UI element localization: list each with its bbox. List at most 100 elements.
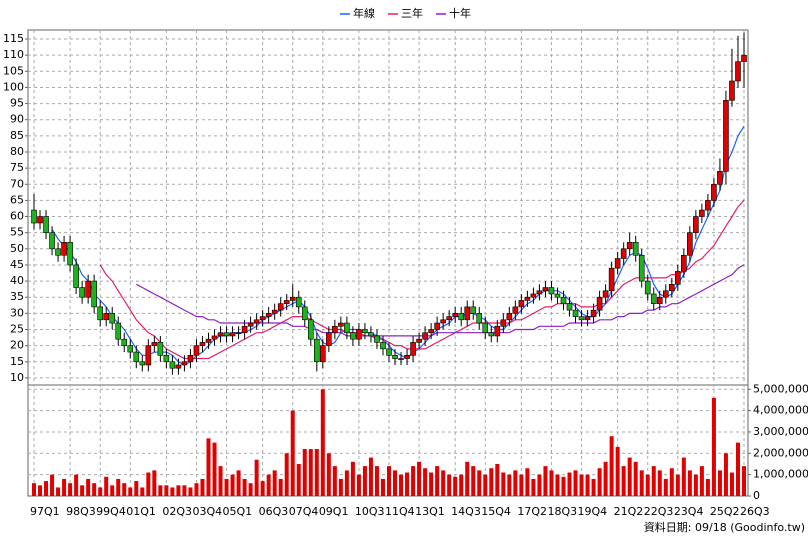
- volume-bar: [687, 470, 692, 496]
- candle-body: [229, 332, 236, 337]
- y-tick-label: 20: [10, 339, 24, 352]
- candle-body: [398, 358, 404, 360]
- volume-bar: [146, 472, 151, 496]
- candle-body: [67, 242, 73, 266]
- candle-body: [61, 242, 67, 256]
- volume-bar: [471, 466, 476, 496]
- x-tick-label: 17Q2: [517, 505, 547, 518]
- candle-body: [283, 300, 290, 304]
- x-tick-label: 25Q2: [710, 505, 740, 518]
- candle-body: [584, 316, 591, 321]
- candle-body: [675, 271, 681, 285]
- candle-body: [416, 338, 422, 343]
- y-tick-label: 90: [10, 113, 24, 126]
- volume-bar: [182, 485, 187, 496]
- volume-bar: [62, 478, 67, 496]
- volume-bar: [134, 481, 139, 496]
- candle-body: [656, 296, 663, 304]
- volume-bar: [92, 483, 97, 496]
- candle-body: [428, 329, 434, 334]
- y-tick-label: 55: [10, 226, 24, 239]
- volume-bar: [405, 472, 410, 496]
- y-tick-label: 35: [10, 290, 24, 303]
- candle-body: [464, 306, 471, 321]
- volume-bar: [393, 470, 398, 496]
- candle-body: [434, 322, 440, 330]
- x-tick-label: 10Q3: [355, 505, 385, 518]
- volume-bar: [380, 478, 385, 496]
- candle-body: [55, 248, 61, 256]
- volume-bar: [206, 438, 211, 496]
- volume-bar: [621, 466, 626, 496]
- candle-body: [253, 319, 260, 324]
- y-tick-label: 85: [10, 129, 24, 142]
- volume-bar: [242, 478, 247, 496]
- y-tick-label: 65: [10, 193, 24, 206]
- y-tick-label: 50: [10, 242, 24, 255]
- candle-body: [356, 329, 362, 340]
- x-tick-label: 22Q3: [644, 505, 674, 518]
- volume-bar: [80, 485, 85, 496]
- y-tick-label: 100: [3, 80, 24, 93]
- candle-body: [187, 355, 194, 363]
- volume-bar: [284, 453, 289, 496]
- x-tick-label: 97Q1: [30, 505, 60, 518]
- legend: 年線 三年 十年: [340, 6, 471, 20]
- volume-bar: [362, 466, 367, 496]
- volume-bar: [543, 466, 548, 496]
- y-tick-label: 30: [10, 306, 24, 319]
- ma-line: [136, 264, 745, 337]
- candle-body: [548, 287, 555, 295]
- candle-body: [608, 267, 615, 292]
- volume-bar: [188, 487, 193, 496]
- volume-bar: [735, 442, 740, 496]
- volume-bar: [116, 478, 121, 496]
- volume-bar: [537, 474, 542, 496]
- volume-bar: [465, 461, 470, 496]
- volume-bar: [338, 478, 343, 496]
- candle-body: [410, 342, 416, 356]
- candle-body: [560, 296, 567, 304]
- candle-body: [644, 280, 651, 295]
- candle-body: [650, 293, 657, 304]
- candle-body: [109, 313, 116, 324]
- volume-bar: [278, 478, 283, 496]
- y-tick-label: 45: [10, 258, 24, 271]
- y-tick-label: 15: [10, 355, 24, 368]
- candle-body: [518, 300, 525, 308]
- volume-bar: [453, 476, 458, 496]
- volume-bar: [230, 474, 235, 496]
- ma-line: [51, 125, 745, 366]
- volume-bar: [717, 470, 722, 496]
- volume-bar: [495, 463, 500, 496]
- candle-body: [542, 287, 549, 292]
- candle-body: [163, 355, 170, 363]
- candle-body: [31, 209, 37, 224]
- candle-body: [145, 345, 152, 366]
- x-tick-label: 15Q4: [481, 505, 511, 518]
- volume-bar: [531, 478, 536, 496]
- volume-bar: [212, 442, 217, 496]
- candle-body: [446, 316, 452, 321]
- candle-body: [139, 361, 146, 366]
- volume-bar: [699, 466, 704, 496]
- volume-bar: [441, 470, 446, 496]
- volume-bar: [158, 485, 163, 496]
- candle-body: [458, 313, 465, 321]
- volume-bar: [513, 470, 518, 496]
- volume-bar: [597, 468, 602, 496]
- volume-bar: [573, 470, 578, 496]
- candle-body: [313, 338, 320, 363]
- volume-bar: [561, 476, 566, 496]
- y2-tick-label: 2,000,000: [753, 446, 808, 459]
- x-tick-label: 99Q4: [96, 505, 126, 518]
- candle-body: [97, 306, 103, 321]
- volume-bar: [200, 478, 205, 496]
- volume-bar: [525, 468, 530, 496]
- volume-bar: [236, 470, 241, 496]
- volume-bar: [302, 449, 307, 496]
- volume-bar: [459, 474, 464, 496]
- volume-bar: [218, 466, 223, 496]
- y2-tick-label: 4,000,000: [753, 404, 808, 417]
